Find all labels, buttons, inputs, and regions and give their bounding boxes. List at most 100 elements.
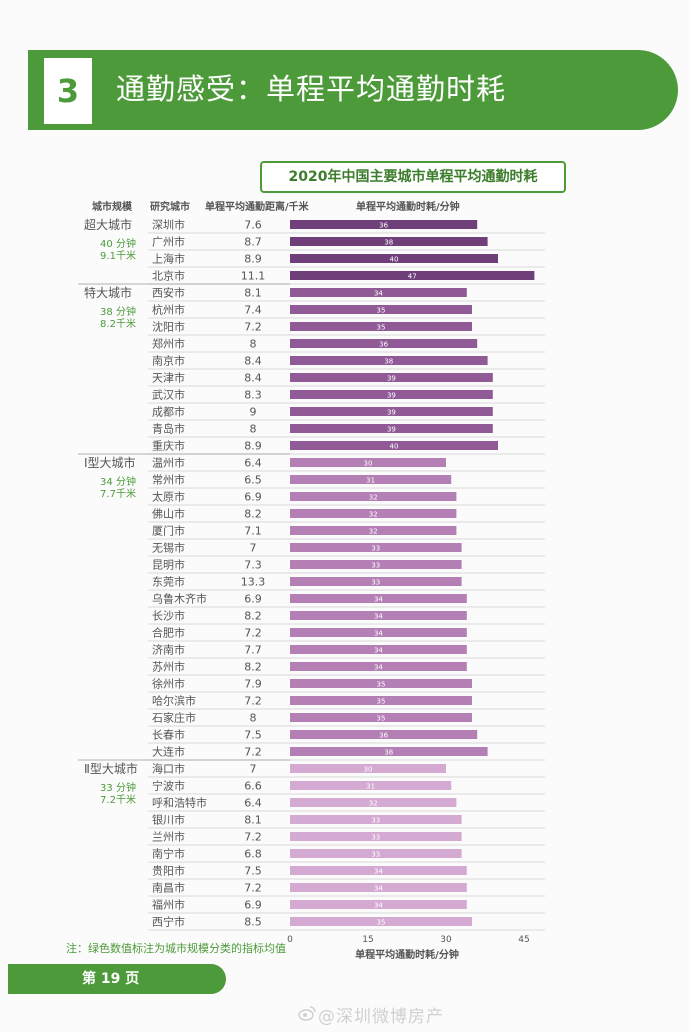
city-label: 西宁市: [152, 915, 185, 929]
bar-value-label: 33: [371, 834, 380, 842]
tier-label: 超大城市: [84, 217, 132, 232]
city-label: 银川市: [152, 813, 185, 827]
distance-value: 8: [250, 338, 257, 351]
bar-value-label: 34: [374, 596, 383, 604]
bar-value-label: 36: [379, 341, 388, 349]
tier-avg-time: 34 分钟: [100, 475, 136, 488]
bar-value-label: 35: [377, 324, 386, 332]
bar: [290, 866, 467, 875]
distance-value: 7: [250, 763, 257, 776]
city-label: 成都市: [152, 405, 185, 419]
bar-value-label: 30: [364, 766, 373, 774]
distance-value: 8: [250, 423, 257, 436]
distance-value: 7.2: [244, 746, 262, 759]
distance-value: 6.8: [244, 848, 262, 861]
bar: [290, 407, 493, 416]
distance-value: 8.1: [244, 287, 262, 300]
bar-value-label: 35: [377, 307, 386, 315]
bar-value-label: 40: [390, 256, 399, 264]
bar: [290, 373, 493, 382]
distance-value: 6.4: [244, 457, 262, 470]
bar: [290, 679, 472, 688]
bar: [290, 577, 462, 586]
bar: [290, 271, 535, 280]
city-label: 深圳市: [152, 218, 185, 232]
watermark: @深圳微博房产: [318, 1007, 444, 1027]
distance-value: 7.5: [244, 729, 262, 742]
distance-value: 13.3: [241, 576, 266, 589]
distance-value: 6.9: [244, 593, 262, 606]
distance-value: 8.7: [244, 236, 262, 249]
bar: [290, 339, 478, 348]
distance-value: 7.5: [244, 865, 262, 878]
bar: [290, 390, 493, 399]
distance-value: 8.9: [244, 440, 262, 453]
city-label: 温州市: [152, 456, 185, 470]
bar-value-label: 34: [374, 868, 383, 876]
bar: [290, 815, 462, 824]
bar-value-label: 33: [371, 562, 380, 570]
distance-value: 8.9: [244, 253, 262, 266]
bar-value-label: 31: [366, 477, 375, 485]
city-label: 沈阳市: [152, 320, 185, 334]
city-label: 石家庄市: [152, 711, 196, 725]
city-label: 广州市: [152, 235, 185, 249]
city-label: 长沙市: [152, 609, 185, 623]
bar: [290, 849, 462, 858]
bar: [290, 730, 478, 739]
bar-value-label: 35: [377, 919, 386, 927]
city-label: 南宁市: [152, 847, 185, 861]
bar: [290, 543, 462, 552]
bar: [290, 696, 472, 705]
city-label: 大连市: [152, 745, 185, 759]
city-label: 上海市: [152, 252, 185, 266]
bar: [290, 594, 467, 603]
tier-avg-distance: 9.1千米: [100, 249, 136, 262]
bar-value-label: 47: [408, 273, 417, 281]
city-label: 太原市: [152, 490, 185, 504]
distance-value: 7.7: [244, 644, 262, 657]
bar-value-label: 30: [364, 460, 373, 468]
city-label: 南昌市: [152, 881, 185, 895]
distance-value: 7: [250, 542, 257, 555]
bar-value-label: 35: [377, 681, 386, 689]
city-label: 海口市: [152, 762, 185, 776]
bar-value-label: 34: [374, 630, 383, 638]
distance-value: 7.2: [244, 627, 262, 640]
column-header-tier: 城市规模: [92, 202, 132, 213]
city-label: 长春市: [152, 728, 185, 742]
distance-value: 7.1: [244, 525, 262, 538]
distance-value: 9: [250, 406, 257, 419]
bar: [290, 424, 493, 433]
bar-value-label: 35: [377, 698, 386, 706]
city-label: 徐州市: [152, 677, 185, 691]
bar: [290, 611, 467, 620]
bar: [290, 305, 472, 314]
distance-value: 7.3: [244, 559, 262, 572]
x-axis-label: 单程平均通勤时耗/分钟: [355, 948, 459, 961]
bar: [290, 560, 462, 569]
section-number: 3: [44, 58, 92, 124]
city-label: 武汉市: [152, 388, 185, 402]
bar: [290, 628, 467, 637]
city-label: 重庆市: [152, 439, 185, 453]
city-label: 东莞市: [152, 575, 185, 589]
column-header-city: 研究城市: [150, 202, 190, 213]
city-label: 济南市: [152, 643, 185, 657]
bar: [290, 322, 472, 331]
bar: [290, 441, 498, 450]
city-label: 厦门市: [152, 524, 185, 538]
tier-avg-time: 38 分钟: [100, 305, 136, 318]
distance-value: 8.2: [244, 508, 262, 521]
bar: [290, 237, 488, 246]
bar-value-label: 36: [379, 732, 388, 740]
bar-value-label: 32: [369, 494, 378, 502]
bar-value-label: 39: [387, 375, 396, 383]
bar: [290, 713, 472, 722]
city-label: 天津市: [152, 371, 185, 385]
distance-value: 6.9: [244, 899, 262, 912]
bar-value-label: 32: [369, 528, 378, 536]
bar: [290, 220, 478, 229]
distance-value: 8.2: [244, 610, 262, 623]
